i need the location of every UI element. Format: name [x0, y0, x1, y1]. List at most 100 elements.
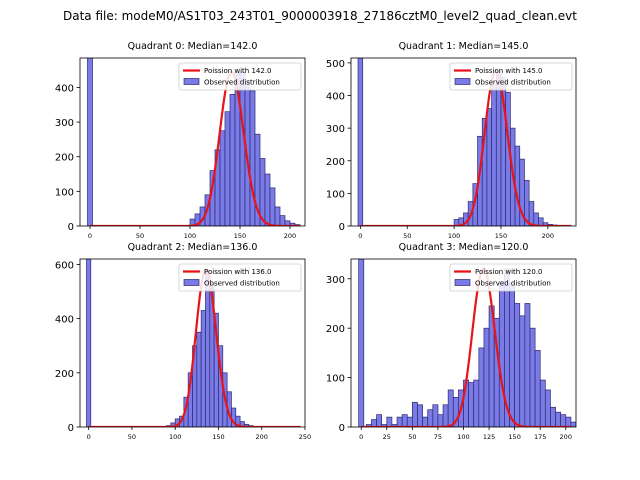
legend-curve-label: Poission with 120.0 [475, 268, 543, 276]
histogram-bar [555, 411, 562, 427]
histogram-bar [196, 331, 202, 427]
x-tick-label: 100 [457, 433, 469, 441]
x-tick-label: 250 [299, 433, 311, 441]
legend-box [449, 62, 573, 91]
histogram-bar [200, 310, 206, 427]
legend-box [178, 263, 302, 292]
panel-title: Quadrant 2: Median=136.0 [128, 242, 258, 253]
y-tick-label: 300 [55, 118, 74, 129]
y-tick-label: 100 [326, 374, 345, 385]
histogram-bar [524, 303, 531, 427]
histogram-bar [509, 283, 515, 427]
y-tick-label: 200 [326, 324, 345, 335]
histogram-bar [427, 409, 434, 427]
histogram-bar [533, 212, 539, 226]
legend-bars-label: Observed distribution [204, 280, 280, 288]
axes-frame [350, 57, 577, 227]
y-tick-label: 300 [326, 275, 345, 286]
histogram-bar [358, 259, 365, 427]
legend-bars-swatch [454, 78, 471, 85]
axes-frame [79, 57, 306, 227]
histogram-bar [473, 379, 480, 427]
plot-area [87, 58, 301, 226]
legend: Poission with 120.0 Observed distribution [449, 263, 573, 292]
x-tick-label: 150 [212, 433, 224, 441]
x-tick-label: 100 [448, 232, 460, 240]
histogram-bar [550, 406, 556, 427]
histogram-bar [495, 70, 502, 226]
y-tick-label: 100 [55, 187, 74, 198]
legend-box [178, 62, 302, 91]
y-tick-label: 0 [339, 423, 345, 434]
poisson-curve [360, 69, 572, 226]
histogram-bar [417, 404, 423, 427]
histogram-bar [539, 379, 546, 427]
histogram-bar [519, 315, 526, 427]
x-tick-label: 200 [560, 433, 572, 441]
histogram-bar [86, 259, 92, 427]
legend-curve-label: Poission with 136.0 [204, 268, 272, 276]
y-tick-label: 0 [339, 222, 345, 233]
x-tick-label: 50 [403, 232, 411, 240]
x-tick-label: 50 [128, 433, 136, 441]
panel-title: Quadrant 3: Median=120.0 [399, 242, 529, 253]
histogram-bar [529, 327, 536, 427]
histogram-bar [534, 350, 541, 427]
histogram-bar [371, 419, 377, 427]
plot-area [86, 259, 301, 427]
histogram-bar [274, 206, 281, 226]
x-tick-label: 25 [383, 433, 391, 441]
x-tick-label: 175 [534, 433, 546, 441]
histogram-bar [269, 187, 276, 226]
histogram-bar [224, 111, 231, 226]
y-tick-label: 400 [326, 92, 345, 103]
y-tick-label: 500 [326, 59, 345, 70]
legend: Poission with 136.0 Observed distribution [178, 263, 302, 292]
plot-area [358, 259, 576, 427]
histogram-bar [386, 416, 393, 427]
y-tick-label: 0 [68, 222, 74, 233]
x-tick-label: 200 [284, 232, 296, 240]
poisson-curve [90, 70, 300, 226]
histogram-bar [205, 269, 211, 427]
x-tick-label: 100 [169, 433, 181, 441]
histogram-bar [219, 130, 226, 226]
histogram-bar [87, 58, 93, 226]
x-tick-label: 0 [359, 433, 363, 441]
histogram-bar [483, 327, 490, 427]
legend-box [449, 263, 573, 292]
histogram-bar [406, 416, 413, 427]
y-tick-label: 100 [326, 189, 345, 200]
x-tick-label: 150 [495, 232, 507, 240]
x-tick-label: 125 [483, 433, 495, 441]
x-tick-label: 200 [542, 232, 554, 240]
y-tick-label: 200 [55, 153, 74, 164]
histogram-bar [478, 347, 485, 427]
histogram-bar [396, 416, 403, 427]
x-tick-label: 75 [434, 433, 442, 441]
histogram-bar [528, 201, 535, 226]
x-tick-label: 0 [88, 232, 92, 240]
panel-quadrant-1: Quadrant 1: Median=145.0 0 50 100 150 200 0 100… [326, 41, 577, 240]
legend-bars-label: Observed distribution [204, 79, 280, 87]
histogram-bar [279, 215, 286, 226]
legend-bars-swatch [183, 78, 200, 85]
axes-frame [79, 258, 306, 428]
histogram-bar [514, 303, 521, 427]
panel-quadrant-2: Quadrant 2: Median=136.0 0 50 100 150 200 250 0… [55, 242, 311, 441]
histogram-bar [422, 416, 429, 427]
histogram-bar [442, 404, 449, 427]
legend: Poission with 142.0 Observed distribution [178, 62, 302, 91]
x-tick-label: 50 [136, 232, 144, 240]
x-tick-label: 150 [234, 232, 246, 240]
plot-area [357, 58, 572, 226]
poisson-curve [88, 268, 301, 427]
y-tick-label: 0 [68, 423, 74, 434]
panel-title: Quadrant 0: Median=142.0 [128, 41, 258, 52]
histogram-bar [401, 414, 408, 427]
histogram-bar [229, 94, 236, 226]
histogram-bar [544, 389, 551, 427]
y-tick-label: 600 [55, 260, 74, 271]
x-tick-label: 0 [87, 433, 91, 441]
y-tick-label: 400 [55, 83, 74, 94]
